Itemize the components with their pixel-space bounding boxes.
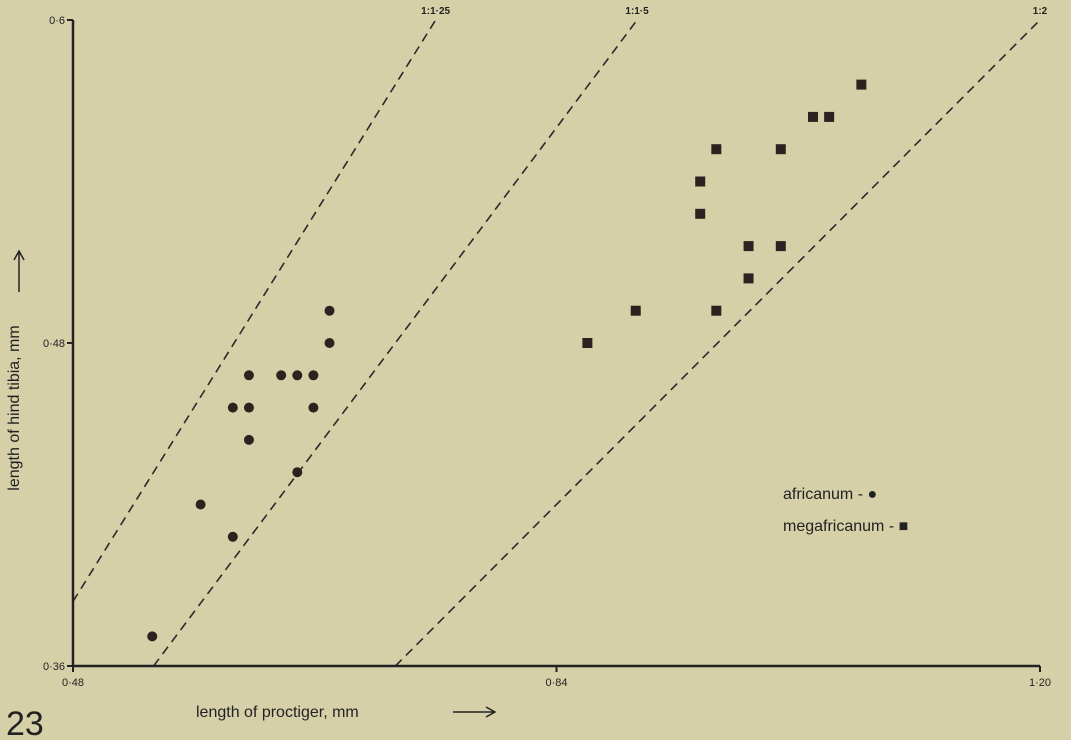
legend: africanum - ● megafricanum - ■: [783, 486, 908, 535]
point-africanum: [308, 370, 319, 381]
x-tick-label: 0·48: [62, 677, 84, 689]
point-africanum: [195, 499, 206, 510]
point-africanum: [243, 370, 254, 381]
point-megafricanum: [695, 208, 706, 219]
ratio-line-label: 1:1·25: [421, 6, 450, 17]
reference-lines: 1:1·25 1:1·5 1:2: [72, 6, 1048, 667]
point-africanum: [276, 370, 287, 381]
point-megafricanum: [856, 79, 867, 90]
point-africanum: [324, 305, 335, 316]
axes: [71, 20, 1040, 668]
point-megafricanum: [808, 111, 819, 122]
y-axis-label: length of hind tibia, mm: [6, 325, 23, 490]
point-megafricanum: [711, 305, 722, 316]
point-megafricanum: [775, 241, 786, 252]
point-africanum: [308, 402, 319, 413]
point-megafricanum: [775, 144, 786, 155]
y-tick-label: 0·48: [43, 338, 65, 350]
point-megafricanum: [695, 176, 706, 187]
y-axis-arrow: [13, 249, 25, 292]
x-axis-label: length of proctiger, mm: [196, 704, 359, 721]
point-africanum: [292, 467, 303, 478]
y-tick-label: 0·36: [43, 661, 65, 673]
ratio-line: [152, 19, 638, 667]
point-africanum: [147, 631, 158, 642]
point-africanum: [243, 402, 254, 413]
point-africanum: [243, 434, 254, 445]
y-tick-label: 0·6: [49, 15, 65, 27]
point-megafricanum: [743, 273, 754, 284]
axis-ticks: 0·48 0·84 1·20 0·36 0·48 0·6: [43, 15, 1051, 689]
data-points: [147, 79, 867, 642]
point-megafricanum: [824, 111, 835, 122]
point-megafricanum: [743, 241, 754, 252]
point-megafricanum: [582, 338, 593, 348]
ratio-line-label: 1:1·5: [625, 6, 649, 17]
ratio-line: [394, 19, 1041, 667]
legend-entry-africanum: africanum - ●: [783, 486, 877, 503]
ratio-line: [72, 19, 437, 602]
point-megafricanum: [711, 144, 722, 155]
point-africanum: [227, 402, 238, 413]
figure-number: 23: [6, 705, 44, 740]
ratio-line-label: 1:2: [1033, 6, 1048, 17]
point-megafricanum: [630, 305, 641, 316]
x-tick-label: 1·20: [1029, 677, 1051, 689]
x-axis-arrow: [453, 706, 497, 718]
legend-entry-megafricanum: megafricanum - ■: [783, 518, 908, 535]
point-africanum: [227, 531, 238, 542]
point-africanum: [324, 338, 335, 348]
x-tick-label: 0·84: [545, 677, 567, 689]
point-africanum: [292, 370, 303, 381]
